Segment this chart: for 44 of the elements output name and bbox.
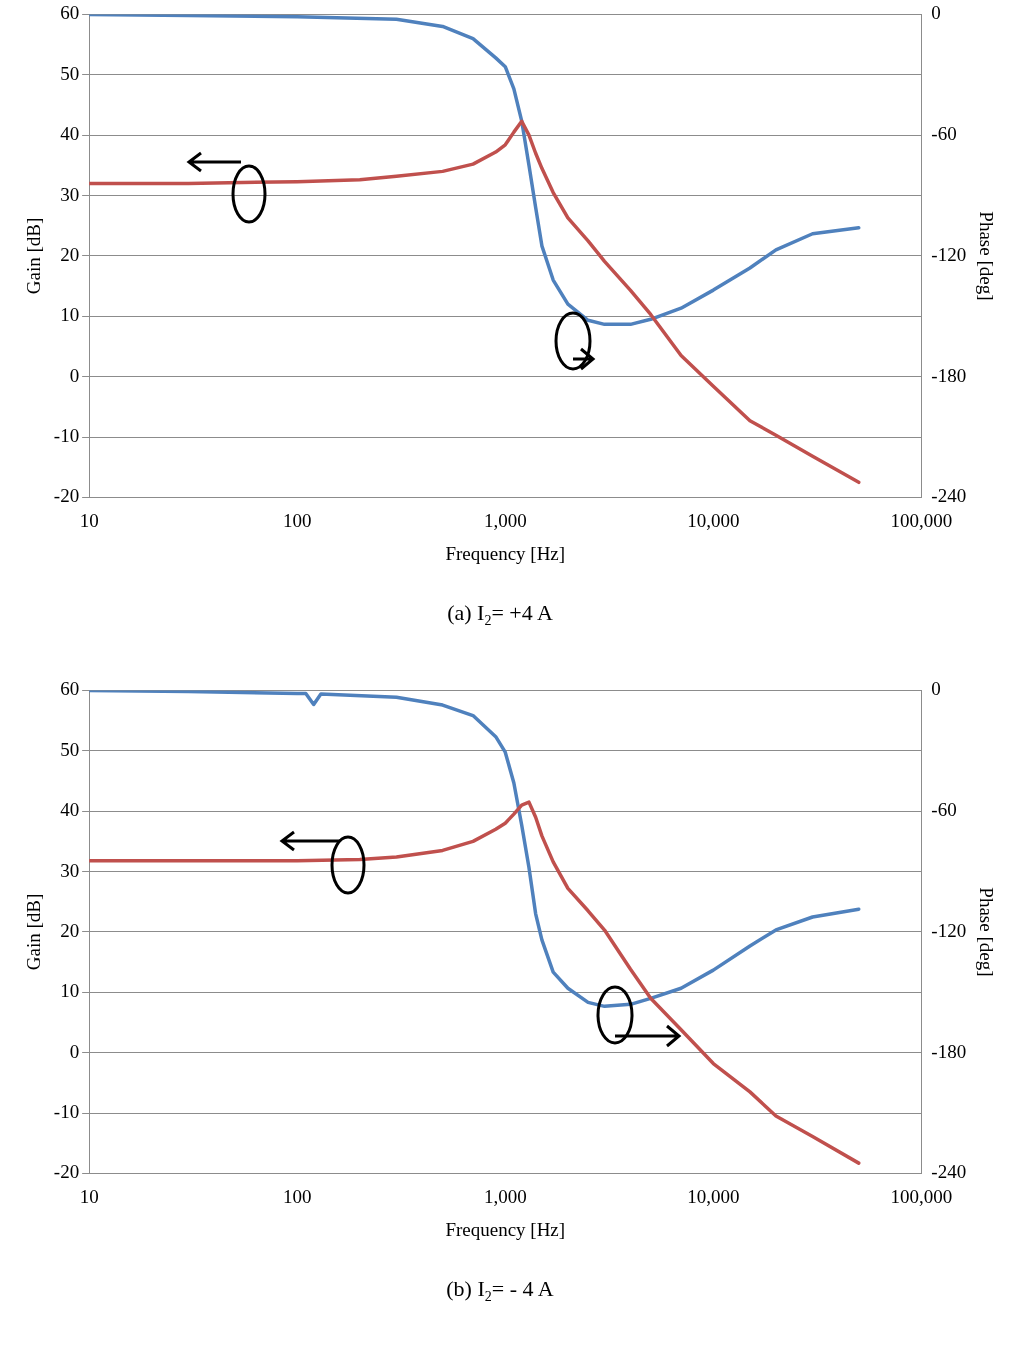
y-tick-label: -10	[53, 425, 80, 447]
y2-tick-label: -180	[931, 364, 967, 386]
y2-axis-title: Phase [deg]	[975, 887, 997, 977]
y-tick-label: 0	[69, 364, 80, 386]
x-axis-title: Frequency [Hz]	[445, 1218, 566, 1240]
y2-tick-label: -180	[931, 1040, 967, 1062]
y-tick-label: 40	[60, 123, 80, 145]
y-tick-label: 0	[69, 1040, 80, 1062]
y-tick-label: 60	[60, 678, 80, 700]
y2-axis-title: Phase [deg]	[975, 211, 997, 301]
y-tick-label: -10	[53, 1101, 80, 1123]
y-tick-label: -20	[53, 485, 80, 507]
y-tick-label: 10	[60, 304, 80, 326]
x-tick-label: 1,000	[483, 509, 527, 531]
y2-tick-label: -120	[931, 919, 967, 941]
y-tick-label: 20	[60, 243, 80, 265]
y2-tick-label: -60	[931, 123, 957, 145]
y2-tick-label: 0	[931, 678, 941, 700]
x-tick-label: 10,000	[687, 1185, 740, 1207]
y-tick-label: -20	[53, 1161, 80, 1183]
y-tick-label: 30	[60, 859, 80, 881]
y-tick-label: 60	[60, 2, 80, 24]
y2-tick-label: 0	[931, 2, 941, 24]
y-tick-label: 10	[60, 980, 80, 1002]
y2-tick-label: -240	[931, 485, 967, 507]
text: (a) I$_{2}$= +4 A	[446, 600, 554, 630]
x-tick-label: 1,000	[483, 1185, 527, 1207]
x-tick-label: 100,000	[890, 509, 953, 531]
x-tick-label: 100	[282, 509, 312, 531]
x-tick-label: 10,000	[687, 509, 740, 531]
y2-tick-label: -60	[931, 799, 957, 821]
y-tick-label: 50	[60, 738, 80, 760]
y-tick-label: 40	[60, 799, 80, 821]
y-tick-label: 20	[60, 919, 80, 941]
y2-tick-label: -120	[931, 243, 967, 265]
y-axis-title: Gain [dB]	[23, 217, 45, 295]
y-tick-label: 30	[60, 183, 80, 205]
x-tick-label: 100,000	[890, 1185, 953, 1207]
text: (b) I$_{2}$= - 4 A	[445, 1276, 555, 1306]
x-tick-label: 100	[282, 1185, 312, 1207]
x-axis-title: Frequency [Hz]	[445, 542, 566, 564]
y-tick-label: 50	[60, 62, 80, 84]
y-axis-title: Gain [dB]	[23, 893, 45, 971]
y2-tick-label: -240	[931, 1161, 967, 1183]
